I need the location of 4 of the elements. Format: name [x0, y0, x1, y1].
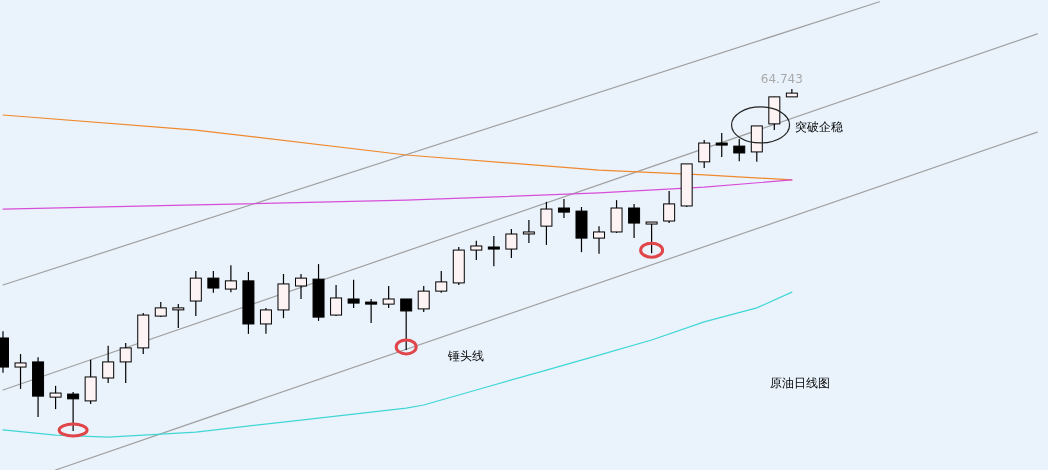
annotation: 突破企稳	[795, 120, 843, 134]
annotation: 锤头线	[447, 349, 484, 363]
annotation: 原油日线图	[770, 376, 830, 390]
text: 64.743	[760, 72, 803, 86]
